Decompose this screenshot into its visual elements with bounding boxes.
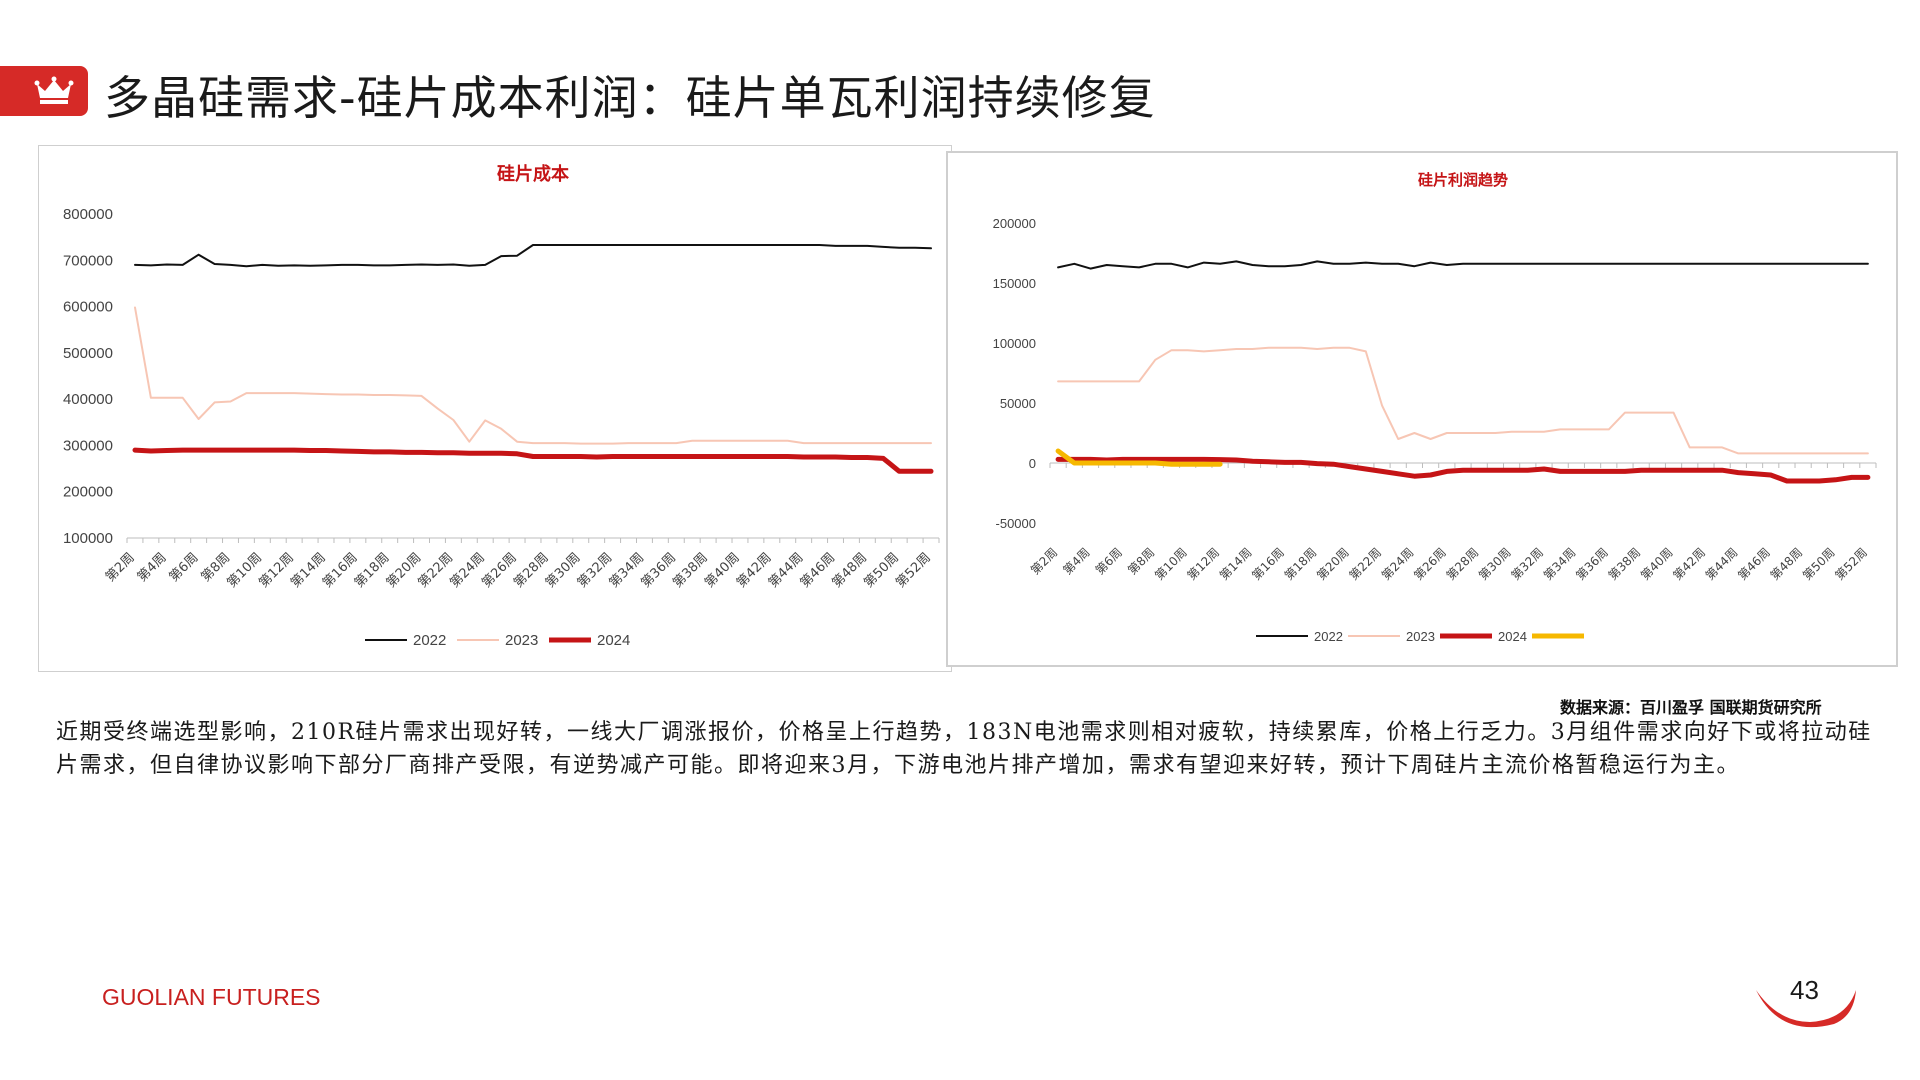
y-tick-label: 300000 <box>63 437 113 454</box>
y-tick-label: -50000 <box>996 516 1036 531</box>
chart-title: 硅片成本 <box>497 163 569 185</box>
y-tick-label: 500000 <box>63 345 113 362</box>
x-tick-label: 第48周 <box>829 550 870 591</box>
x-tick-label: 第18周 <box>352 550 393 591</box>
x-tick-label: 第34周 <box>1541 545 1579 583</box>
legend-label: 2023 <box>1406 629 1435 644</box>
data-source-note: 数据来源：百川盈孚 国联期货研究所 <box>1560 698 1822 717</box>
crown-icon <box>34 76 74 104</box>
x-tick-label: 第44周 <box>766 550 807 591</box>
series-line-2023 <box>1057 346 1869 455</box>
x-tick-label: 第4周 <box>135 550 170 585</box>
x-tick-label: 第2周 <box>1028 545 1060 577</box>
y-tick-label: 100000 <box>993 336 1036 351</box>
x-tick-label: 第28周 <box>1444 545 1482 583</box>
x-tick-label: 第50周 <box>861 550 902 591</box>
x-tick-label: 第14周 <box>288 550 329 591</box>
wafer-profit-chart-svg: 硅片利润趋势-50000050000100000150000200000第2周第… <box>993 171 1877 644</box>
x-tick-label: 第42周 <box>734 550 775 591</box>
legend-label: 2024 <box>1498 629 1527 644</box>
series-line-2022 <box>134 244 932 268</box>
page-number: 43 <box>1790 975 1819 1005</box>
x-tick-label: 第16周 <box>320 550 361 591</box>
x-tick-label: 第24周 <box>447 550 488 591</box>
y-tick-label: 100000 <box>63 530 113 547</box>
x-tick-label: 第52周 <box>1832 545 1870 583</box>
x-tick-label: 第46周 <box>1735 545 1773 583</box>
x-tick-label: 第20周 <box>1314 545 1352 583</box>
legend-label: 2024 <box>597 632 630 649</box>
x-tick-label: 第24周 <box>1379 545 1417 583</box>
y-tick-label: 600000 <box>63 299 113 316</box>
x-tick-label: 第42周 <box>1670 545 1708 583</box>
series-line-unlabeled <box>1055 448 1223 467</box>
x-tick-label: 第36周 <box>638 550 679 591</box>
page-title: 多晶硅需求-硅片成本利润：硅片单瓦利润持续修复 <box>104 71 1156 125</box>
x-tick-label: 第10周 <box>224 550 265 591</box>
x-tick-label: 第14周 <box>1217 545 1255 583</box>
y-tick-label: 800000 <box>63 206 113 223</box>
page-swoosh-decoration <box>1756 990 1856 1028</box>
x-tick-label: 第12周 <box>256 550 297 591</box>
x-tick-label: 第6周 <box>167 550 202 585</box>
header-badge <box>0 66 88 116</box>
x-tick-label: 第10周 <box>1152 545 1190 583</box>
x-tick-label: 第30周 <box>543 550 584 591</box>
x-tick-label: 第6周 <box>1093 545 1125 577</box>
wafer-profit-chart: 硅片利润趋势 -50000 0 50000 100000 150000 200000 第2周第… <box>946 151 1898 667</box>
series-line-2022 <box>1057 260 1869 270</box>
x-tick-label: 第38周 <box>1606 545 1644 583</box>
x-tick-label: 第16周 <box>1249 545 1287 583</box>
x-tick-label: 第22周 <box>1346 545 1384 583</box>
legend-label: 2022 <box>1314 629 1343 644</box>
wafer-cost-chart: 硅片成本 100000 200000 300000 400000 500000 600000… <box>38 145 952 672</box>
x-tick-label: 第36周 <box>1573 545 1611 583</box>
x-tick-label: 第26周 <box>479 550 520 591</box>
x-tick-label: 第32周 <box>1508 545 1546 583</box>
x-tick-label: 第38周 <box>670 550 711 591</box>
analysis-paragraph: 近期受终端选型影响，210R硅片需求出现好转，一线大厂调涨报价，价格呈上行趋势，… <box>56 720 1872 778</box>
y-tick-label: 200000 <box>993 216 1036 231</box>
x-tick-label: 第2周 <box>103 550 138 585</box>
legend-label: 2023 <box>505 632 538 649</box>
x-tick-label: 第52周 <box>893 550 934 591</box>
x-tick-label: 第50周 <box>1800 545 1838 583</box>
x-tick-label: 第18周 <box>1282 545 1320 583</box>
x-tick-label: 第40周 <box>1638 545 1676 583</box>
x-tick-label: 第30周 <box>1476 545 1514 583</box>
series-line-2023 <box>134 306 932 445</box>
x-tick-label: 第12周 <box>1185 545 1223 583</box>
x-tick-label: 第20周 <box>384 550 425 591</box>
legend-label: 2022 <box>413 632 446 649</box>
x-tick-label: 第34周 <box>607 550 648 591</box>
wafer-cost-chart-svg: 硅片成本 100000 200000 300000 400000 500000 600000… <box>63 163 940 649</box>
y-tick-label: 50000 <box>1000 396 1036 411</box>
x-tick-label: 第28周 <box>511 550 552 591</box>
y-tick-label: 150000 <box>993 276 1036 291</box>
y-tick-label: 0 <box>1029 456 1036 471</box>
chart-title: 硅片利润趋势 <box>1418 171 1508 189</box>
y-tick-label: 400000 <box>63 391 113 408</box>
series-line-2024 <box>1055 456 1871 484</box>
x-tick-label: 第4周 <box>1060 545 1092 577</box>
x-tick-label: 第40周 <box>702 550 743 591</box>
x-tick-label: 第44周 <box>1703 545 1741 583</box>
x-tick-label: 第26周 <box>1411 545 1449 583</box>
y-tick-label: 200000 <box>63 484 113 501</box>
x-tick-label: 第32周 <box>575 550 616 591</box>
footer-brand: GUOLIAN FUTURES <box>102 984 321 1010</box>
x-tick-label: 第48周 <box>1768 545 1806 583</box>
x-tick-label: 第22周 <box>416 550 457 591</box>
x-tick-label: 第46周 <box>798 550 839 591</box>
series-line-2024 <box>132 447 934 474</box>
y-tick-label: 700000 <box>63 252 113 269</box>
